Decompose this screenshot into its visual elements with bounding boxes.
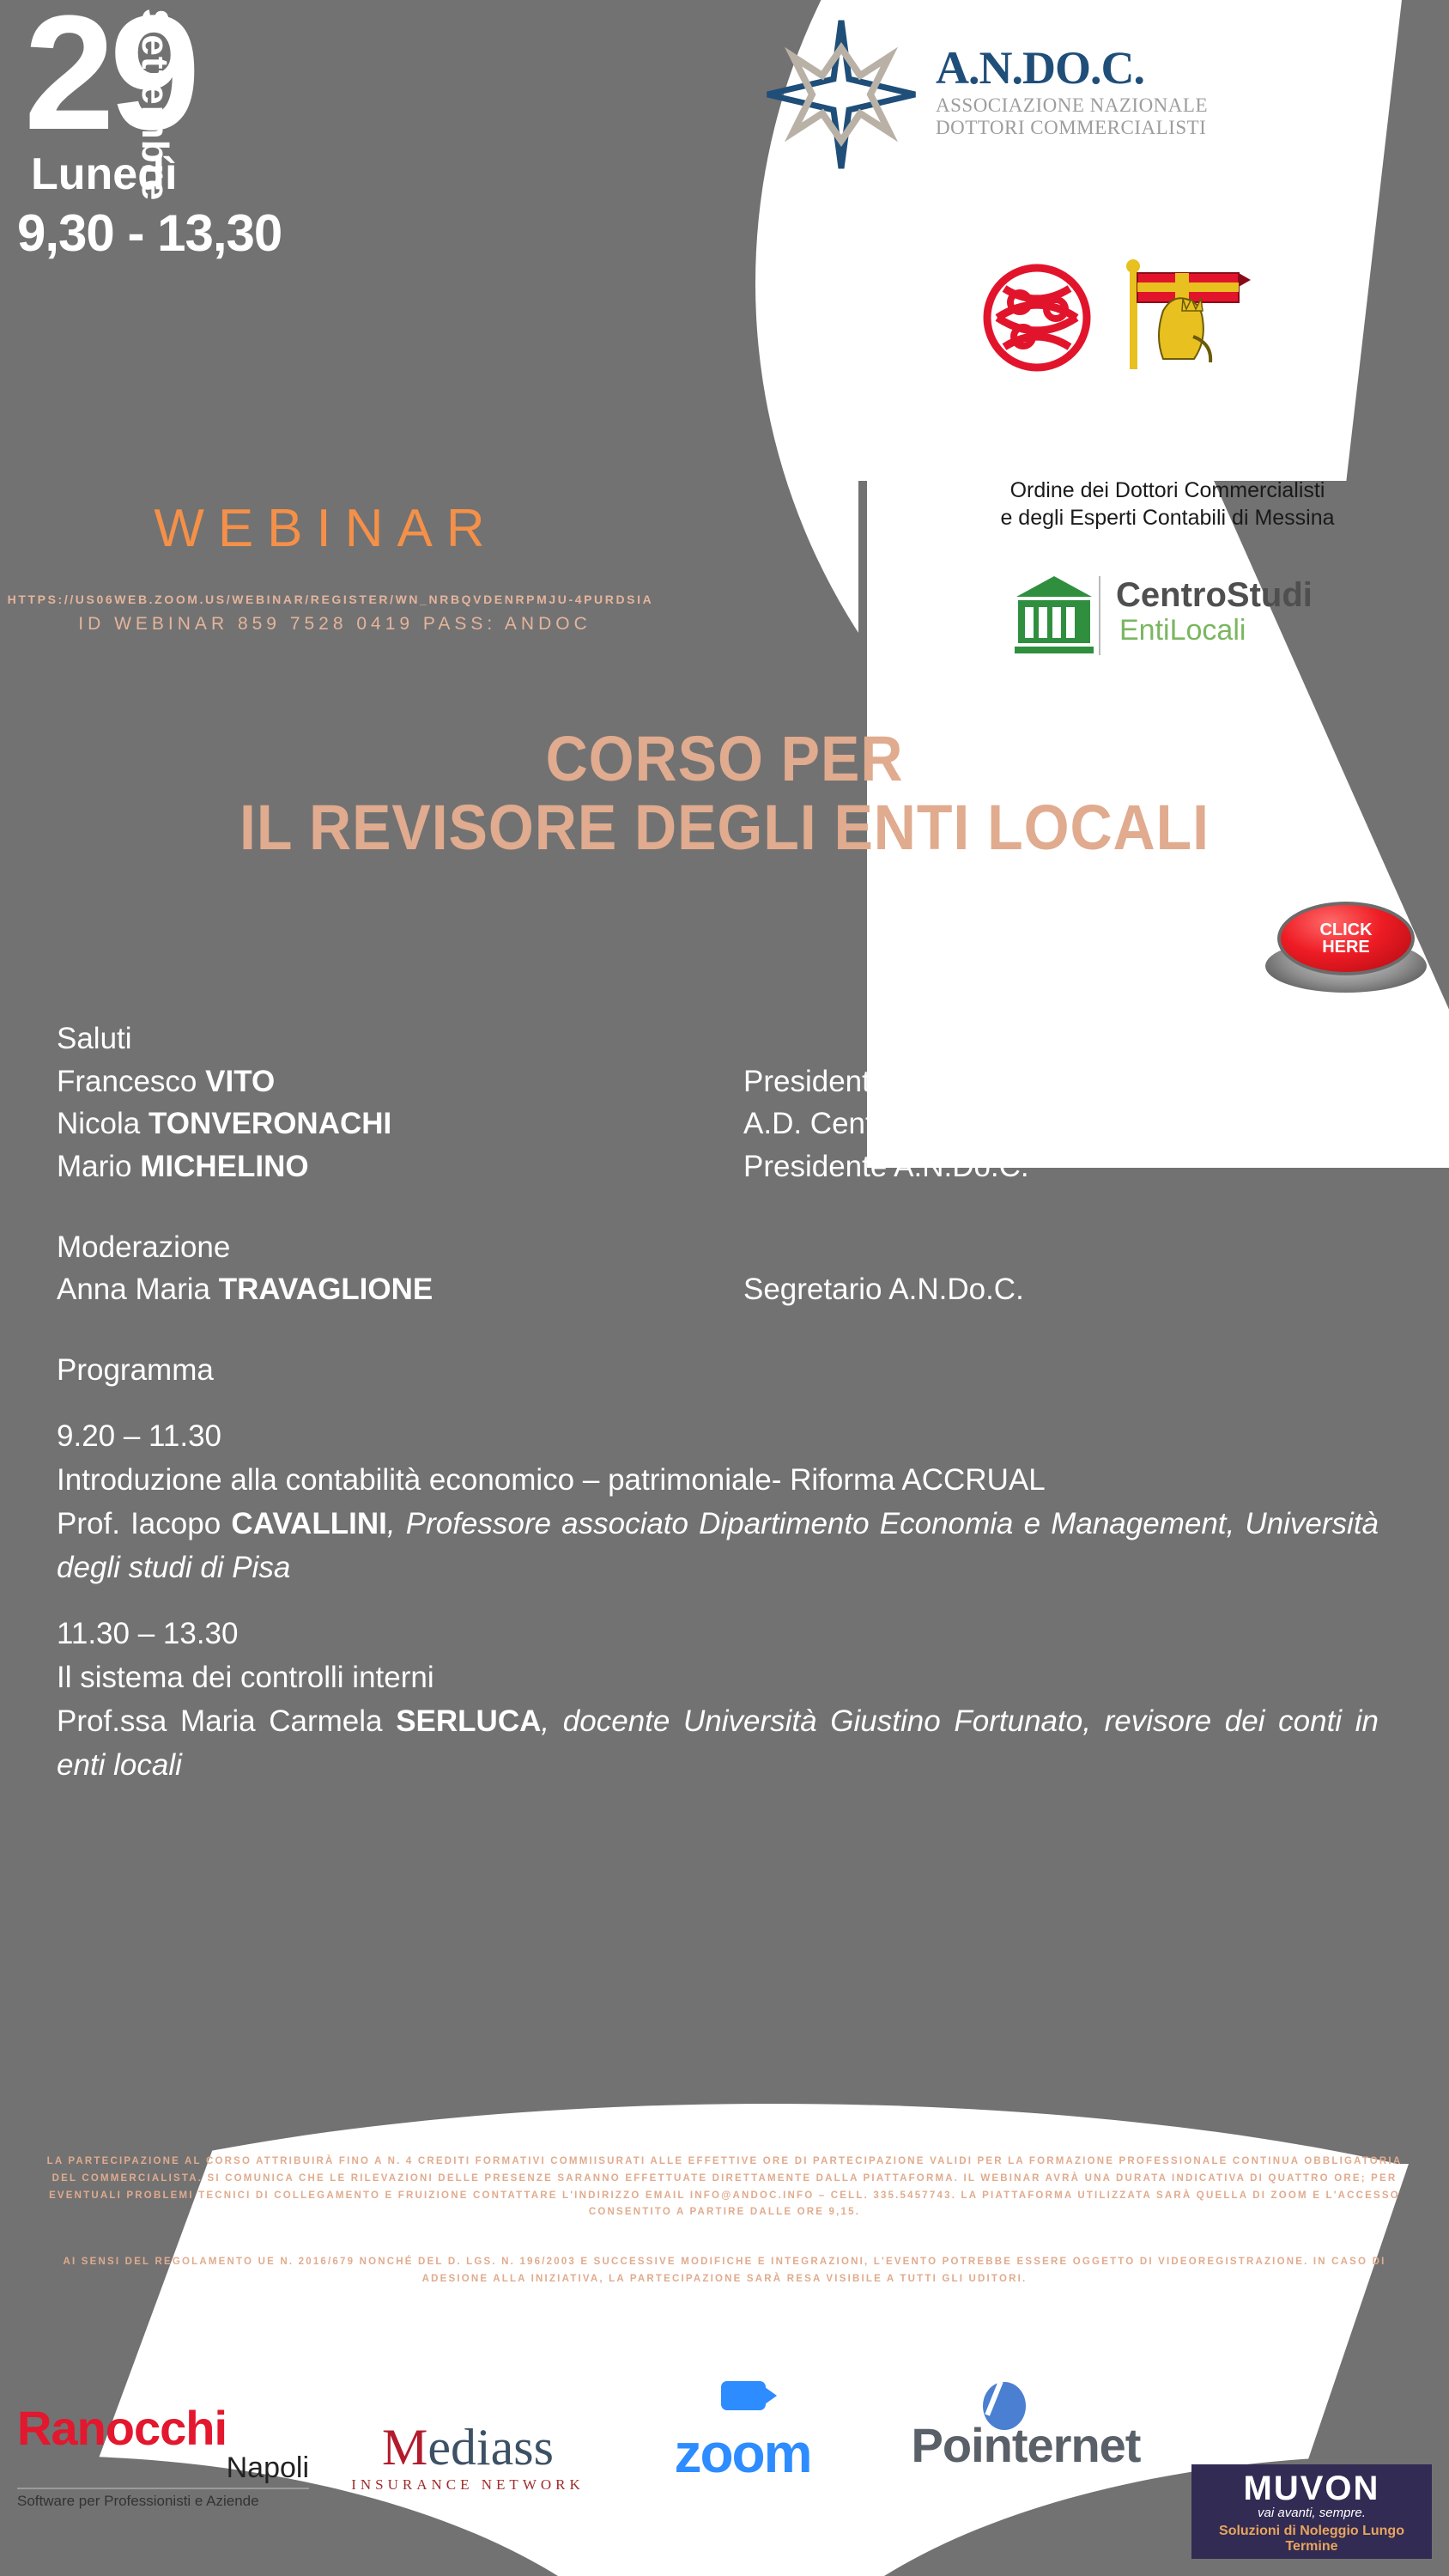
session-1-speaker-name: CAVALLINI — [231, 1507, 387, 1540]
moderazione-person-role: Segretario A.N.Do.C. — [743, 1273, 1024, 1307]
session-1-speaker: Prof. Iacopo CAVALLINI, Professore assoc… — [57, 1502, 1379, 1589]
muvon-sub: Soluzioni di Noleggio Lungo Termine — [1219, 2524, 1404, 2554]
ranocchi-rule — [17, 2488, 309, 2490]
mediass-rest: ediass — [427, 2419, 554, 2476]
classical-building-icon — [1015, 576, 1094, 653]
andoc-title: A.N.DO.C. — [936, 42, 1145, 94]
disclaimer-paragraph-1: LA PARTECIPAZIONE AL CORSO ATTRIBUIRÀ FI… — [46, 2156, 1403, 2218]
date-hours: 9,30 - 13,30 — [17, 204, 282, 262]
spacer-1 — [57, 1188, 1379, 1226]
odcec-caption: Ordine dei Dottori Commercialisti e degl… — [901, 477, 1434, 532]
click-here-button[interactable]: CLICK HERE — [1260, 900, 1432, 994]
moderazione-person-name: Anna Maria TRAVAGLIONE — [57, 1268, 743, 1311]
moderazione-person: Anna Maria TRAVAGLIONE Segretario A.N.Do… — [57, 1268, 1379, 1311]
mediass-initial: M — [382, 2419, 428, 2476]
mediass-name: Mediass — [322, 2421, 614, 2473]
centro-studi-name: CentroStudi — [1116, 576, 1313, 614]
spacer-2 — [57, 1311, 1379, 1349]
centro-studi-name2: EntiLocali — [1119, 614, 1246, 647]
session-1-speaker-detail: , Professore associato Dipartimento Econ… — [57, 1507, 1379, 1585]
click-here-line1: CLICK — [1319, 920, 1373, 939]
andoc-subtitle-line2: DOTTORI COMMERCIALISTI — [936, 116, 1207, 138]
saluti-person-1-role: Presidente ODCEC di Messina — [743, 1064, 1156, 1098]
moderazione-person-last: TRAVAGLIONE — [218, 1273, 433, 1307]
centro-studi-divider — [1099, 576, 1100, 655]
centro-studi-logo: CentroStudi EntiLocali — [1013, 571, 1442, 665]
blue-ellipse-icon — [983, 2382, 1026, 2430]
saluti-person-3-name: Mario MICHELINO — [57, 1145, 743, 1188]
saluti-person-1-last: VITO — [205, 1064, 276, 1098]
saluti-person-3-last: MICHELINO — [140, 1150, 309, 1184]
sponsor-mediass: Mediass INSURANCE NETWORK — [322, 2421, 614, 2494]
sponsor-muvon: MUVON vai avanti, sempre. Soluzioni di N… — [1191, 2464, 1432, 2559]
session-2-speaker-prefix: Prof.ssa Maria Carmela — [57, 1704, 397, 1739]
sponsor-zoom: zoom — [635, 2381, 850, 2484]
pointernet-name: Pointernet — [911, 2418, 1142, 2472]
moderazione-heading: Moderazione — [57, 1230, 231, 1264]
andoc-logo: A.N.DO.C. ASSOCIAZIONE NAZIONALE DOTTORI… — [755, 17, 1425, 172]
odcec-caption-line1: Ordine dei Dottori Commercialisti — [1009, 478, 1325, 502]
session-2-speaker: Prof.ssa Maria Carmela SERLUCA, docente … — [57, 1699, 1379, 1787]
muvon-name: MUVON — [1243, 2470, 1380, 2507]
webinar-label: WEBINAR — [154, 499, 499, 558]
compass-star-icon — [767, 20, 916, 169]
click-here-label: CLICK HERE — [1319, 921, 1372, 956]
mediass-sub: INSURANCE NETWORK — [351, 2476, 585, 2493]
sponsor-pointernet: Pointernet — [884, 2382, 1167, 2472]
ranocchi-tagline: Software per Professionisti e Aziende — [17, 2493, 259, 2510]
video-camera-icon — [721, 2381, 777, 2410]
programma-heading: Programma — [57, 1353, 214, 1388]
webinar-id-pass: ID WEBINAR 859 7528 0419 PASS: ANDOC — [78, 614, 591, 634]
click-here-button-top[interactable]: CLICK HERE — [1277, 902, 1415, 975]
saluti-person-1-name: Francesco VITO — [57, 1060, 743, 1103]
ranocchi-city: Napoli — [226, 2451, 309, 2484]
session-1-topic: Introduzione alla contabilità economico … — [57, 1462, 1046, 1497]
saluti-person-2-role: A.D. Centro Studi Enti Locali — [743, 1107, 1125, 1141]
ranocchi-name: Ranocchi — [17, 2401, 227, 2455]
andoc-subtitle-line1: ASSOCIAZIONE NAZIONALE — [936, 94, 1208, 116]
date-block: 29 Lunedì 9,30 - 13,30 Settembre — [0, 0, 343, 263]
saluti-person-2: Nicola TONVERONACHI A.D. Centro Studi En… — [57, 1103, 1379, 1145]
saluti-person-2-name: Nicola TONVERONACHI — [57, 1103, 743, 1145]
saluti-person-1: Francesco VITO Presidente ODCEC di Messi… — [57, 1060, 1379, 1103]
page-title-line1: CORSO PER — [545, 723, 904, 794]
page-title-line2: IL REVISORE DEGLI ENTI LOCALI — [239, 791, 1210, 863]
messina-lion-crest-icon — [1126, 259, 1251, 369]
saluti-person-2-first: Nicola — [57, 1107, 149, 1141]
moderazione-person-first: Anna Maria — [57, 1273, 219, 1307]
odcec-logos — [979, 258, 1262, 378]
session-1-time: 9.20 – 11.30 — [57, 1419, 222, 1453]
andoc-subtitle: ASSOCIAZIONE NAZIONALE DOTTORI COMMERCIA… — [936, 94, 1208, 139]
saluti-person-3-role: Presidente A.N.Do.C. — [743, 1150, 1029, 1184]
sponsor-ranocchi: Ranocchi Napoli Software per Professioni… — [17, 2404, 309, 2510]
disclaimer-paragraph-2: AI SENSI DEL REGOLAMENTO UE N. 2016/679 … — [63, 2257, 1386, 2284]
saluti-person-1-first: Francesco — [57, 1064, 206, 1098]
saluti-heading: Saluti — [57, 1022, 132, 1055]
program-body: Saluti Francesco VITO Presidente ODCEC d… — [57, 1018, 1379, 1788]
sponsor-bar: Ranocchi Napoli Software per Professioni… — [0, 2318, 1449, 2576]
session-2-time: 11.30 – 13.30 — [57, 1617, 239, 1651]
saluti-person-3: Mario MICHELINO Presidente A.N.Do.C. — [57, 1145, 1379, 1188]
page-title: CORSO PER IL REVISORE DEGLI ENTI LOCALI — [0, 726, 1449, 864]
saluti-person-2-last: TONVERONACHI — [148, 1107, 392, 1141]
andoc-wordmark: A.N.DO.C. ASSOCIAZIONE NAZIONALE DOTTORI… — [936, 45, 1208, 139]
date-weekday: Lunedì — [31, 149, 178, 199]
spacer-3 — [57, 1392, 1379, 1414]
date-month: Settembre — [134, 9, 176, 202]
session-2-speaker-detail: , docente Università Giustino Fortunato,… — [57, 1704, 1379, 1783]
session-2-speaker-name: SERLUCA — [396, 1704, 542, 1739]
spacer-4 — [57, 1589, 1379, 1612]
date-day: 29 — [24, 0, 200, 164]
muvon-tagline: vai avanti, sempre. — [1258, 2506, 1366, 2520]
session-1-speaker-prefix: Prof. Iacopo — [57, 1507, 232, 1540]
webinar-registration-link[interactable]: HTTPS://US06WEB.ZOOM.US/WEBINAR/REGISTER… — [7, 592, 654, 606]
odcec-caption-line2: e degli Esperti Contabili di Messina — [1000, 506, 1335, 530]
saluti-person-3-first: Mario — [57, 1150, 141, 1184]
zoom-name: zoom — [674, 2422, 812, 2484]
session-2-topic: Il sistema dei controlli interni — [57, 1661, 434, 1695]
click-here-line2: HERE — [1322, 938, 1370, 957]
red-knot-icon — [983, 259, 1251, 372]
